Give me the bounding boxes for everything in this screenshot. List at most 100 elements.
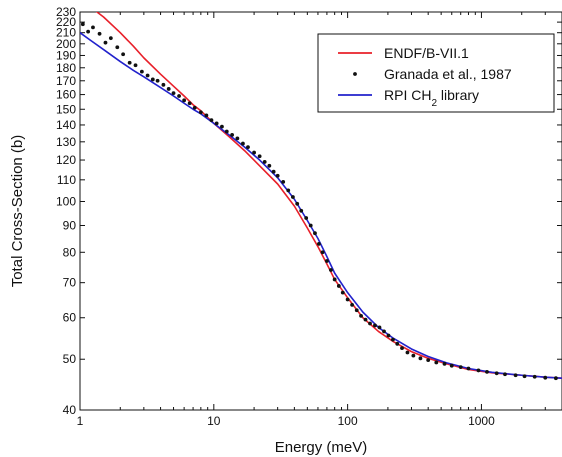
data-point	[146, 74, 150, 78]
data-point	[276, 174, 280, 178]
data-point	[299, 209, 303, 213]
data-point	[235, 136, 239, 140]
y-tick-label: 110	[57, 173, 76, 187]
legend-label-granada: Granada et al., 1987	[384, 66, 512, 82]
legend-swatch-granada	[353, 72, 357, 76]
y-tick-label: 100	[56, 195, 76, 209]
data-point	[199, 110, 203, 114]
data-point	[109, 36, 113, 40]
data-point	[317, 242, 321, 246]
y-tick-label: 160	[56, 88, 76, 102]
data-point	[313, 231, 317, 235]
data-point	[291, 195, 295, 199]
y-tick-label: 150	[56, 102, 76, 116]
data-point	[350, 303, 354, 307]
data-point	[104, 41, 108, 45]
data-point	[341, 291, 345, 295]
x-tick-label: 1000	[468, 414, 495, 428]
data-point	[554, 376, 558, 380]
x-axis-title: Energy (meV)	[275, 439, 368, 456]
data-point	[225, 130, 229, 134]
data-point	[373, 324, 377, 328]
y-tick-label: 180	[56, 61, 76, 75]
data-point	[304, 216, 308, 220]
x-tick-label: 10	[207, 414, 221, 428]
data-point	[167, 87, 171, 91]
data-point	[443, 362, 447, 366]
y-tick-label: 60	[63, 311, 77, 325]
data-point	[419, 356, 423, 360]
data-point	[355, 308, 359, 312]
data-point	[459, 365, 463, 369]
data-point	[411, 354, 415, 358]
data-point	[81, 22, 85, 26]
data-point	[121, 52, 125, 56]
data-point	[204, 114, 208, 118]
y-tick-label: 230	[56, 5, 76, 19]
data-point	[406, 351, 410, 355]
data-point	[286, 189, 290, 193]
data-point	[514, 373, 518, 377]
data-point	[450, 364, 454, 368]
y-tick-label: 90	[63, 218, 77, 232]
x-tick-label: 100	[338, 414, 358, 428]
data-point	[86, 30, 90, 34]
data-point	[321, 250, 325, 254]
data-point	[467, 367, 471, 371]
data-point	[267, 164, 271, 168]
legend-label-endf: ENDF/B-VII.1	[384, 45, 469, 61]
y-tick-label: 170	[56, 74, 76, 88]
data-point	[115, 45, 119, 49]
y-tick-label: 80	[63, 245, 77, 259]
data-point	[359, 314, 363, 318]
data-point	[329, 268, 333, 272]
x-tick-label: 1	[77, 414, 84, 428]
data-point	[395, 342, 399, 346]
y-axis-title: Total Cross-Section (b)	[9, 135, 26, 288]
data-point	[134, 63, 138, 67]
data-point	[91, 25, 95, 29]
legend: ENDF/B-VII.1 Granada et al., 1987 RPI CH…	[318, 34, 554, 112]
data-point	[252, 151, 256, 155]
data-point	[378, 326, 382, 330]
data-point	[220, 125, 224, 129]
data-point	[495, 371, 499, 375]
data-point	[325, 259, 329, 263]
data-point	[215, 121, 219, 125]
data-point	[543, 376, 547, 380]
data-point	[346, 298, 350, 302]
data-point	[177, 94, 181, 98]
data-point	[172, 91, 176, 95]
data-point	[485, 370, 489, 374]
data-point	[477, 369, 481, 373]
data-point	[98, 32, 102, 36]
y-tick-label: 70	[63, 276, 77, 290]
data-point	[309, 224, 313, 228]
data-point	[391, 338, 395, 342]
y-tick-label: 130	[56, 135, 76, 149]
y-tick-label: 120	[56, 153, 76, 167]
data-point	[263, 160, 267, 164]
data-point	[140, 70, 144, 74]
data-point	[156, 79, 160, 83]
data-point	[162, 83, 166, 87]
data-point	[230, 133, 234, 137]
data-point	[434, 361, 438, 365]
data-point	[241, 142, 245, 146]
data-point	[364, 318, 368, 322]
data-point	[333, 278, 337, 282]
data-point	[503, 372, 507, 376]
data-point	[281, 180, 285, 184]
data-point	[295, 202, 299, 206]
data-point	[382, 330, 386, 334]
data-point	[128, 61, 132, 65]
data-point	[337, 284, 341, 288]
data-point	[246, 145, 250, 149]
data-point	[182, 98, 186, 102]
data-point	[151, 78, 155, 82]
data-point	[523, 374, 527, 378]
data-point	[533, 375, 537, 379]
data-point	[387, 334, 391, 338]
data-point	[188, 101, 192, 105]
